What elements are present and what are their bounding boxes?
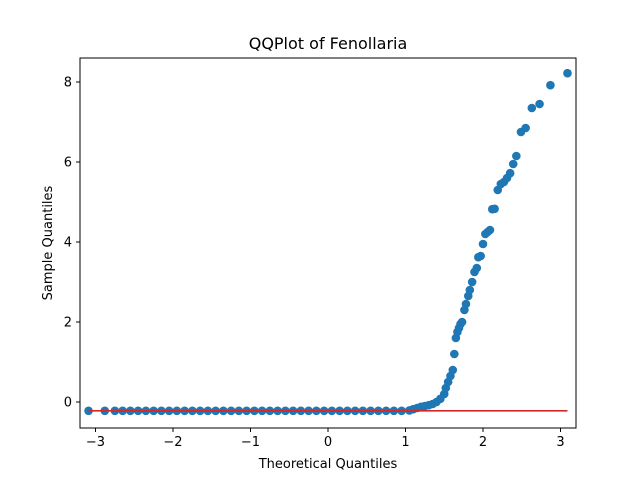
data-point-68 (476, 251, 485, 261)
data-point-86 (546, 80, 555, 90)
data-point-69 (478, 239, 488, 249)
data-point-81 (512, 151, 521, 161)
data-point-53 (448, 365, 458, 375)
data-point-79 (505, 168, 515, 178)
data-point-63 (465, 285, 475, 295)
x-tick-label: −3 (86, 435, 105, 450)
x-tick-label: 2 (479, 435, 487, 450)
y-tick-label: 8 (64, 76, 72, 91)
x-axis-label: Theoretical Quantiles (258, 457, 398, 472)
data-point-54 (450, 349, 459, 359)
y-axis: 0 2 4 6 8 (64, 76, 80, 411)
data-points (84, 68, 572, 416)
data-point-83 (521, 123, 530, 133)
data-point-59 (457, 317, 467, 327)
chart-title: QQPlot of Fenollaria (249, 34, 408, 53)
x-tick-label: −1 (241, 435, 260, 450)
data-point-61 (461, 299, 471, 309)
data-point-85 (535, 99, 544, 109)
x-tick-label: 0 (324, 435, 332, 450)
y-tick-label: 2 (64, 316, 72, 331)
y-tick-label: 4 (64, 236, 72, 251)
y-tick-label: 0 (64, 396, 72, 411)
x-tick-label: 1 (401, 435, 409, 450)
x-tick-label: 3 (556, 435, 564, 450)
data-point-72 (485, 225, 495, 235)
x-tick-label: −2 (163, 435, 182, 450)
data-point-84 (527, 103, 537, 113)
data-point-74 (490, 204, 499, 214)
data-point-64 (467, 277, 477, 287)
x-axis: −3 −2 −1 0 1 2 3 (86, 428, 565, 450)
data-point-66 (472, 263, 482, 273)
data-point-87 (563, 68, 572, 78)
y-tick-label: 6 (64, 156, 72, 171)
y-axis-label: Sample Quantiles (41, 185, 56, 300)
data-point-80 (508, 159, 518, 169)
